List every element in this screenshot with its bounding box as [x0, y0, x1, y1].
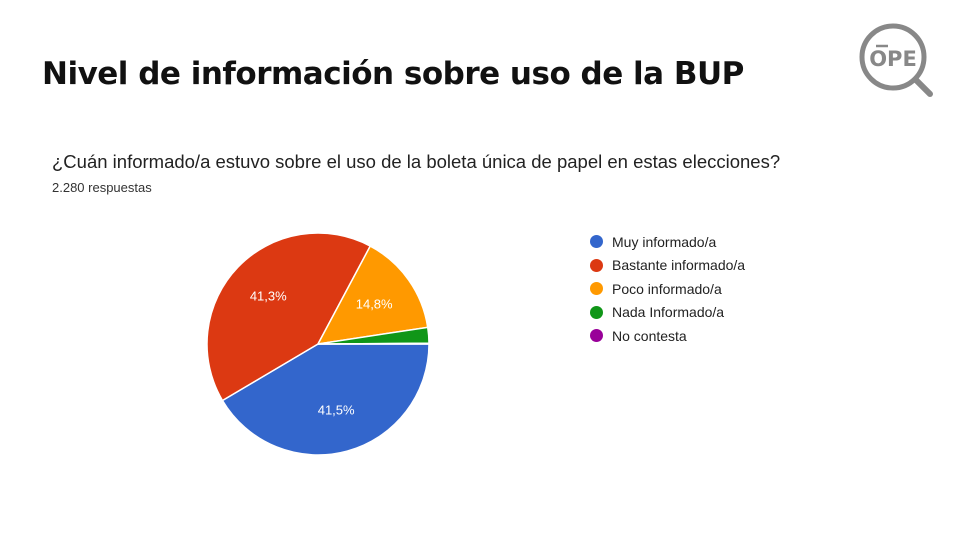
legend-label: Muy informado/a: [612, 233, 717, 250]
page-title: Nivel de información sobre uso de la BUP: [42, 56, 744, 92]
legend-swatch: [590, 329, 603, 343]
legend-label: Bastante informado/a: [612, 257, 746, 274]
chart-title: ¿Cuán informado/a estuvo sobre el uso de…: [52, 151, 781, 172]
legend-label: No contesta: [612, 327, 687, 344]
logo-text: OPE: [869, 47, 917, 71]
legend-item: Poco informado/a: [590, 277, 745, 301]
legend-item: Nada Informado/a: [590, 301, 745, 325]
legend-swatch: [590, 305, 603, 319]
legend-item: Muy informado/a: [590, 230, 745, 254]
legend-label: Poco informado/a: [612, 280, 722, 297]
slice-label-2: 41,3%: [250, 288, 287, 303]
legend-label: Nada Informado/a: [612, 304, 725, 321]
pie-slice-5: [317, 342, 430, 345]
legend-item: No contesta: [590, 324, 745, 348]
pie-slice-2: [206, 232, 372, 402]
legend-swatch: [590, 235, 603, 249]
legend-swatch: [590, 282, 603, 296]
legend-item: Bastante informado/a: [590, 254, 745, 278]
legend-swatch: [590, 258, 603, 272]
chart-legend: Muy informado/a Bastante informado/a Poco …: [590, 230, 745, 348]
slice-label-1: 41,5%: [318, 402, 355, 417]
chart-subtitle: 2.280 respuestas: [52, 180, 152, 195]
pie-slice-1: [221, 343, 430, 456]
slice-label-3: 14,8%: [356, 296, 393, 311]
pie-slice-3: [316, 245, 429, 345]
ope-logo: OPE: [859, 23, 933, 97]
